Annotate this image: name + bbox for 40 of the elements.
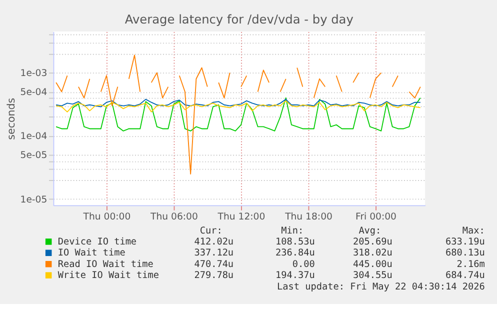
chart-title: Average latency for /dev/vda - by day <box>124 12 354 27</box>
y-axis-title: seconds <box>6 98 18 140</box>
line-series <box>56 100 421 112</box>
line-series <box>56 98 421 108</box>
text: 205.69u <box>353 236 392 248</box>
text: 0.00 <box>292 258 316 270</box>
text: 684.74u <box>446 270 485 282</box>
text: 412.02u <box>194 236 234 248</box>
text: 108.53u <box>276 236 315 248</box>
x-tick-label: Thu 18:00 <box>284 212 333 223</box>
line-series <box>56 97 421 132</box>
text: Max: <box>462 225 485 236</box>
y-tick-label: 1e-04 <box>20 131 48 142</box>
text: 236.84u <box>276 248 315 259</box>
text: 279.78u <box>194 270 234 282</box>
text: 318.02u <box>353 248 392 259</box>
text: Cur: <box>200 225 222 236</box>
legend-label: IO Wait time <box>58 248 126 259</box>
text: 194.37u <box>276 270 315 282</box>
legend-label: Read IO Wait time <box>58 258 154 270</box>
text: 337.12u <box>194 248 234 259</box>
text: Min: <box>281 225 304 236</box>
text: 470.74u <box>194 258 234 270</box>
text: 680.13u <box>446 248 485 259</box>
y-tick-label: 5e-05 <box>20 150 48 162</box>
text: 304.55u <box>353 270 392 282</box>
text: 445.00u <box>353 258 392 270</box>
text: 2.16m <box>456 258 486 270</box>
x-tick-label: Thu 06:00 <box>150 212 198 223</box>
y-tick-label: 1e-03 <box>20 68 48 80</box>
x-tick-label: Thu 12:00 <box>216 212 266 223</box>
x-tick-label: Thu 00:00 <box>82 212 131 223</box>
x-tick-label: Fri 00:00 <box>356 212 397 223</box>
y-tick-label: 1e-05 <box>20 194 48 206</box>
legend-label: Device IO time <box>58 236 137 248</box>
text: Last update: Fri May 22 04:30:14 2026 <box>277 281 486 292</box>
y-tick-label: 5e-04 <box>20 87 48 98</box>
legend-label: Write IO Wait time <box>58 270 160 282</box>
text: 633.19u <box>446 236 485 248</box>
text: Avg: <box>358 225 382 236</box>
